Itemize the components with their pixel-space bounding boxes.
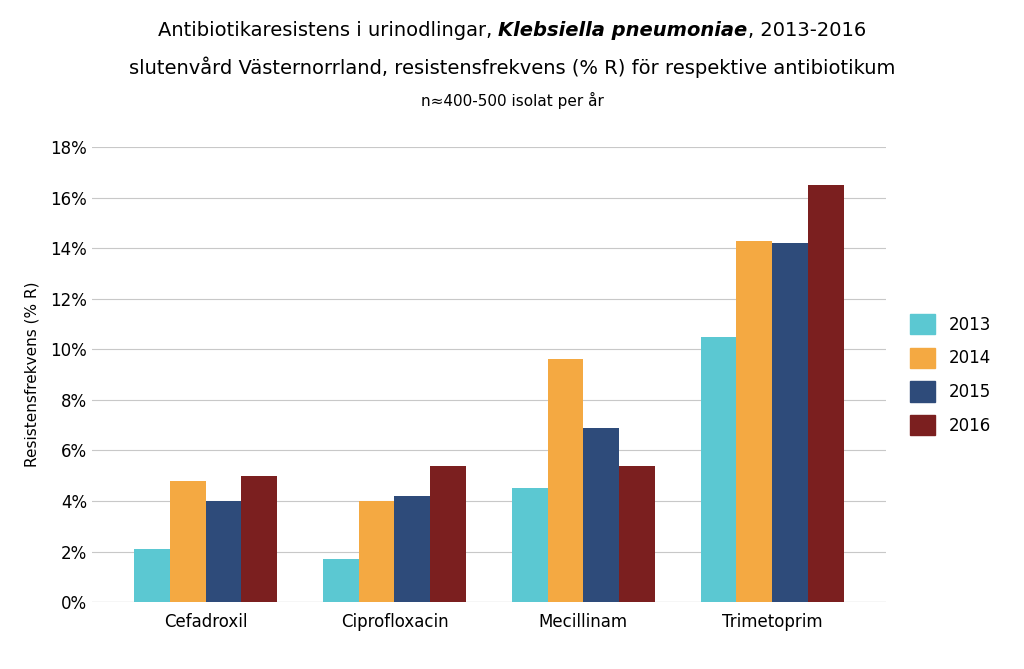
Bar	[736, 241, 772, 602]
Bar	[242, 476, 278, 602]
Legend: 2013, 2014, 2015, 2016: 2013, 2014, 2015, 2016	[902, 306, 999, 444]
Bar	[430, 466, 466, 602]
Text: Antibiotikaresistens i urinodlingar,: Antibiotikaresistens i urinodlingar,	[158, 21, 499, 40]
Bar	[206, 501, 242, 602]
Text: Klebsiella pneumoniae: Klebsiella pneumoniae	[499, 21, 748, 40]
Bar	[170, 481, 206, 602]
Y-axis label: Resistensfrekvens (% R): Resistensfrekvens (% R)	[25, 282, 39, 468]
Bar	[548, 359, 584, 602]
Bar	[584, 427, 620, 602]
Bar	[772, 244, 808, 602]
Text: n≈400-500 isolat per år: n≈400-500 isolat per år	[421, 92, 603, 109]
Text: slutenvård Västernorrland, resistensfrekvens (% R) för respektive antibiotikum: slutenvård Västernorrland, resistensfrek…	[129, 57, 895, 78]
Bar	[358, 501, 394, 602]
Bar	[134, 549, 170, 602]
Bar	[323, 559, 358, 602]
Text: , 2013-2016: , 2013-2016	[748, 21, 866, 40]
Bar	[512, 488, 548, 602]
Bar	[394, 496, 430, 602]
Bar	[700, 337, 736, 602]
Bar	[620, 466, 655, 602]
Bar	[808, 185, 844, 602]
